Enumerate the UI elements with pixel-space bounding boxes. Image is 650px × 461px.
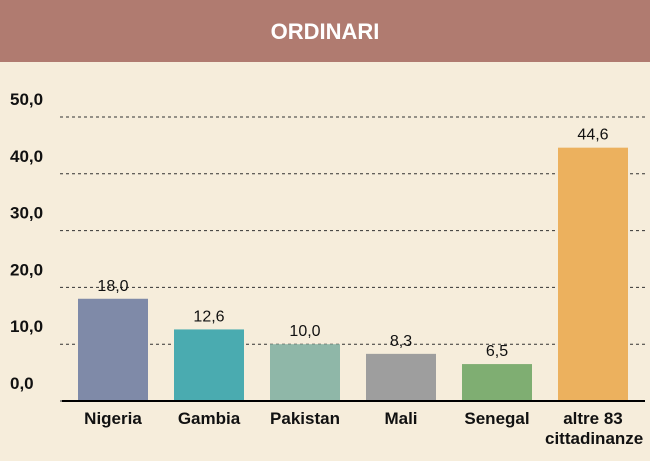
bar [78,298,148,401]
x-tick-label: Gambia [177,409,241,428]
bar [270,344,340,401]
value-label: 44,6 [577,127,608,144]
bar [462,364,532,401]
y-tick-label: 10,0 [10,317,43,336]
y-tick-label: 30,0 [10,204,43,223]
chart-title: ORDINARI [0,0,650,62]
y-tick-label: 20,0 [10,260,43,279]
y-tick-label: 50,0 [10,90,43,109]
value-label: 18,0 [97,278,128,295]
x-tick-label: Mali [384,409,418,428]
bar [558,147,628,401]
value-label: 6,5 [486,343,508,360]
bar [366,353,436,401]
x-tick-label: Pakistan [270,409,340,428]
value-label: 8,3 [390,333,412,350]
x-tick-label: Nigeria [84,409,142,428]
value-label: 10,0 [289,323,320,340]
x-tick-label: Senegal [464,409,530,428]
y-tick-label: 0,0 [10,374,34,393]
bar [174,329,244,401]
y-tick-label: 40,0 [10,147,43,166]
x-tick-label: altre 83 cittadinanze [545,409,644,448]
value-label: 12,6 [193,308,224,325]
